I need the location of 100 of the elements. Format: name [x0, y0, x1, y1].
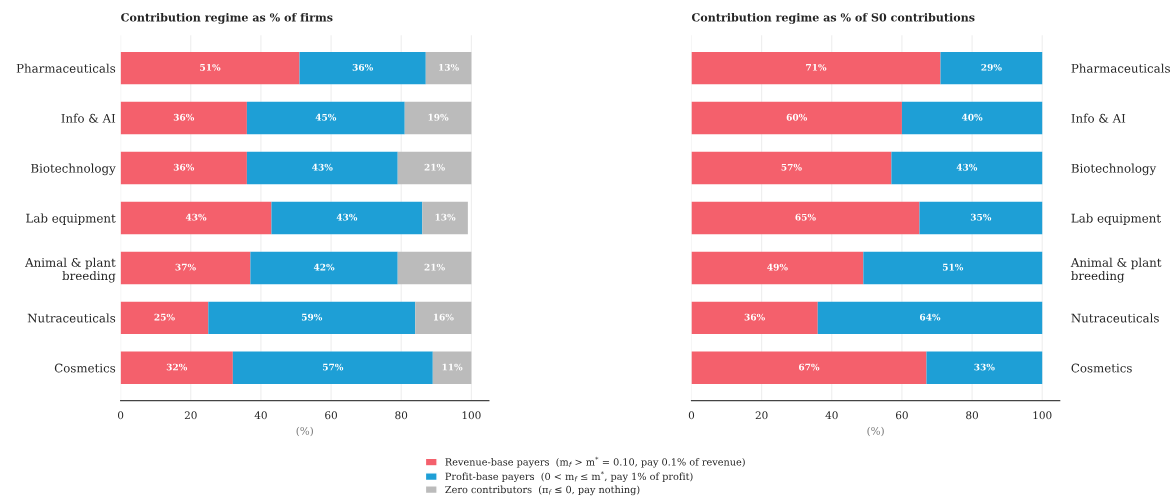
- legend-label: Profit-base payers (0 < m$_{f}$ ≤ m$^{*}$, pay 1% of profit): [445, 471, 693, 483]
- x-axis-title: (%): [296, 426, 313, 437]
- y-tick-label: Animal & plant breeding: [1070, 257, 1162, 283]
- data-label: 36%: [744, 313, 765, 321]
- data-label: 43%: [956, 163, 978, 171]
- bar: [901, 101, 1043, 135]
- bar: [891, 151, 1043, 185]
- bar: [397, 251, 472, 285]
- data-label: 64%: [919, 313, 941, 321]
- bar: [919, 201, 1043, 235]
- x-tick-label: 20: [184, 411, 197, 420]
- data-label: 43%: [312, 163, 333, 171]
- x-tick-label: 60: [895, 411, 908, 420]
- bar: [415, 301, 472, 335]
- bar: [232, 351, 433, 385]
- data-label: 43%: [185, 213, 207, 221]
- bar: [691, 201, 920, 235]
- bar: [926, 351, 1043, 385]
- bar: [691, 301, 818, 335]
- data-label: 67%: [798, 363, 820, 371]
- data-label: 57%: [781, 163, 802, 171]
- bar: [250, 251, 398, 285]
- y-tick-label: Pharmaceuticals: [16, 63, 116, 73]
- bar: [817, 301, 1043, 335]
- bar: [691, 51, 941, 85]
- data-label: 36%: [352, 63, 373, 71]
- y-tick-label: Cosmetics: [1071, 363, 1132, 373]
- data-label: 59%: [301, 313, 323, 321]
- bar: [691, 151, 892, 185]
- data-label: 13%: [439, 63, 459, 71]
- bar: [404, 101, 472, 135]
- data-label: 51%: [200, 63, 221, 71]
- data-label: 36%: [173, 163, 195, 171]
- data-label: 21%: [424, 263, 445, 271]
- chart-title: Contribution regime as % of firms: [121, 12, 333, 24]
- y-tick-label: Cosmetics: [54, 363, 116, 373]
- y-tick-label: Lab equipment: [1071, 213, 1161, 225]
- bar: [691, 351, 927, 385]
- data-label: 49%: [767, 263, 788, 271]
- bar: [120, 351, 233, 385]
- y-tick-label: Nutraceuticals: [1071, 313, 1159, 323]
- data-label: 60%: [786, 113, 808, 121]
- x-tick-label: 80: [395, 411, 408, 420]
- data-label: 11%: [442, 363, 463, 371]
- bar: [120, 51, 300, 85]
- bar: [246, 151, 398, 185]
- data-label: 71%: [806, 63, 827, 71]
- data-label: 36%: [173, 113, 195, 121]
- data-label: 45%: [315, 113, 337, 121]
- y-tick-label: Pharmaceuticals: [1071, 63, 1170, 73]
- data-label: 33%: [974, 363, 995, 371]
- y-tick-label: Animal & plant breeding: [25, 257, 116, 283]
- legend-label: Zero contributors (π$_{f}$ ≤ 0, pay nothing): [445, 485, 640, 496]
- bar: [397, 151, 472, 185]
- y-tick-label: Nutraceuticals: [27, 313, 116, 323]
- y-tick-label: Info & AI: [61, 113, 116, 123]
- y-tick-label: Biotechnology: [1071, 163, 1157, 176]
- data-label: 35%: [970, 213, 992, 221]
- x-tick-label: 40: [825, 411, 838, 420]
- data-label: 16%: [433, 313, 454, 321]
- bar: [432, 351, 472, 385]
- bar: [271, 201, 423, 235]
- data-label: 42%: [313, 263, 335, 271]
- data-label: 21%: [424, 163, 445, 171]
- x-tick-label: 100: [462, 411, 481, 420]
- bar: [120, 101, 247, 135]
- data-label: 25%: [154, 313, 175, 321]
- data-label: 29%: [981, 63, 1002, 71]
- data-label: 32%: [166, 363, 188, 371]
- bar: [940, 51, 1043, 85]
- bar: [299, 51, 426, 85]
- data-label: 57%: [322, 363, 344, 371]
- x-tick-label: 40: [254, 411, 267, 420]
- bar: [120, 201, 272, 235]
- x-tick-label: 80: [966, 411, 978, 420]
- x-tick-label: 100: [1033, 411, 1052, 420]
- bar: [691, 251, 864, 285]
- chart-title: Contribution regime as % of S0 contributions: [691, 12, 975, 24]
- bar: [246, 101, 405, 135]
- data-label: 43%: [336, 213, 358, 221]
- data-label: 40%: [961, 113, 983, 121]
- x-tick-label: 0: [117, 411, 124, 420]
- y-tick-label: Biotechnology: [31, 163, 116, 176]
- data-label: 13%: [435, 213, 456, 221]
- data-label: 51%: [942, 263, 964, 271]
- x-axis-title: (%): [867, 426, 884, 437]
- bar: [120, 151, 247, 185]
- data-label: 19%: [428, 113, 449, 121]
- bar: [120, 251, 251, 285]
- data-label: 65%: [795, 213, 816, 221]
- legend-label: Revenue-base payers (m$_{f}$ > m$^{*}$ = 0.10, pay 0.1% of revenue): [445, 456, 745, 468]
- bar: [208, 301, 416, 335]
- bar: [422, 201, 468, 235]
- data-label: 37%: [175, 263, 196, 271]
- bar: [425, 51, 472, 85]
- x-tick-label: 20: [755, 411, 768, 420]
- bar: [863, 251, 1043, 285]
- y-tick-label: Lab equipment: [26, 213, 116, 225]
- y-tick-label: Info & AI: [1071, 113, 1126, 123]
- x-tick-label: 0: [688, 411, 695, 420]
